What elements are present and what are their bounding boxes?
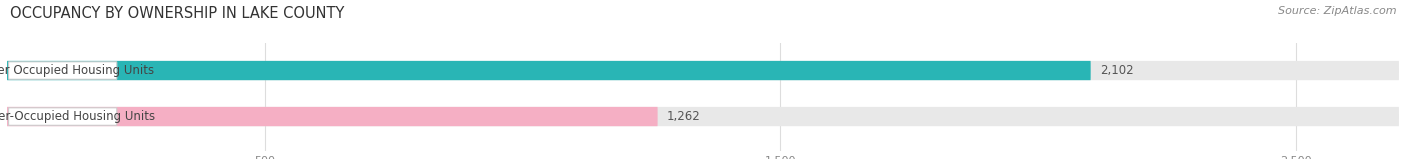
Text: 2,102: 2,102 xyxy=(1099,64,1133,77)
FancyBboxPatch shape xyxy=(7,107,1399,126)
Text: Renter-Occupied Housing Units: Renter-Occupied Housing Units xyxy=(0,110,155,123)
FancyBboxPatch shape xyxy=(7,61,1399,80)
Text: OCCUPANCY BY OWNERSHIP IN LAKE COUNTY: OCCUPANCY BY OWNERSHIP IN LAKE COUNTY xyxy=(10,6,344,21)
FancyBboxPatch shape xyxy=(8,108,117,125)
FancyBboxPatch shape xyxy=(8,62,117,79)
Text: 1,262: 1,262 xyxy=(666,110,700,123)
Text: Source: ZipAtlas.com: Source: ZipAtlas.com xyxy=(1278,6,1396,16)
FancyBboxPatch shape xyxy=(7,61,1091,80)
Text: Owner Occupied Housing Units: Owner Occupied Housing Units xyxy=(0,64,155,77)
FancyBboxPatch shape xyxy=(7,107,658,126)
